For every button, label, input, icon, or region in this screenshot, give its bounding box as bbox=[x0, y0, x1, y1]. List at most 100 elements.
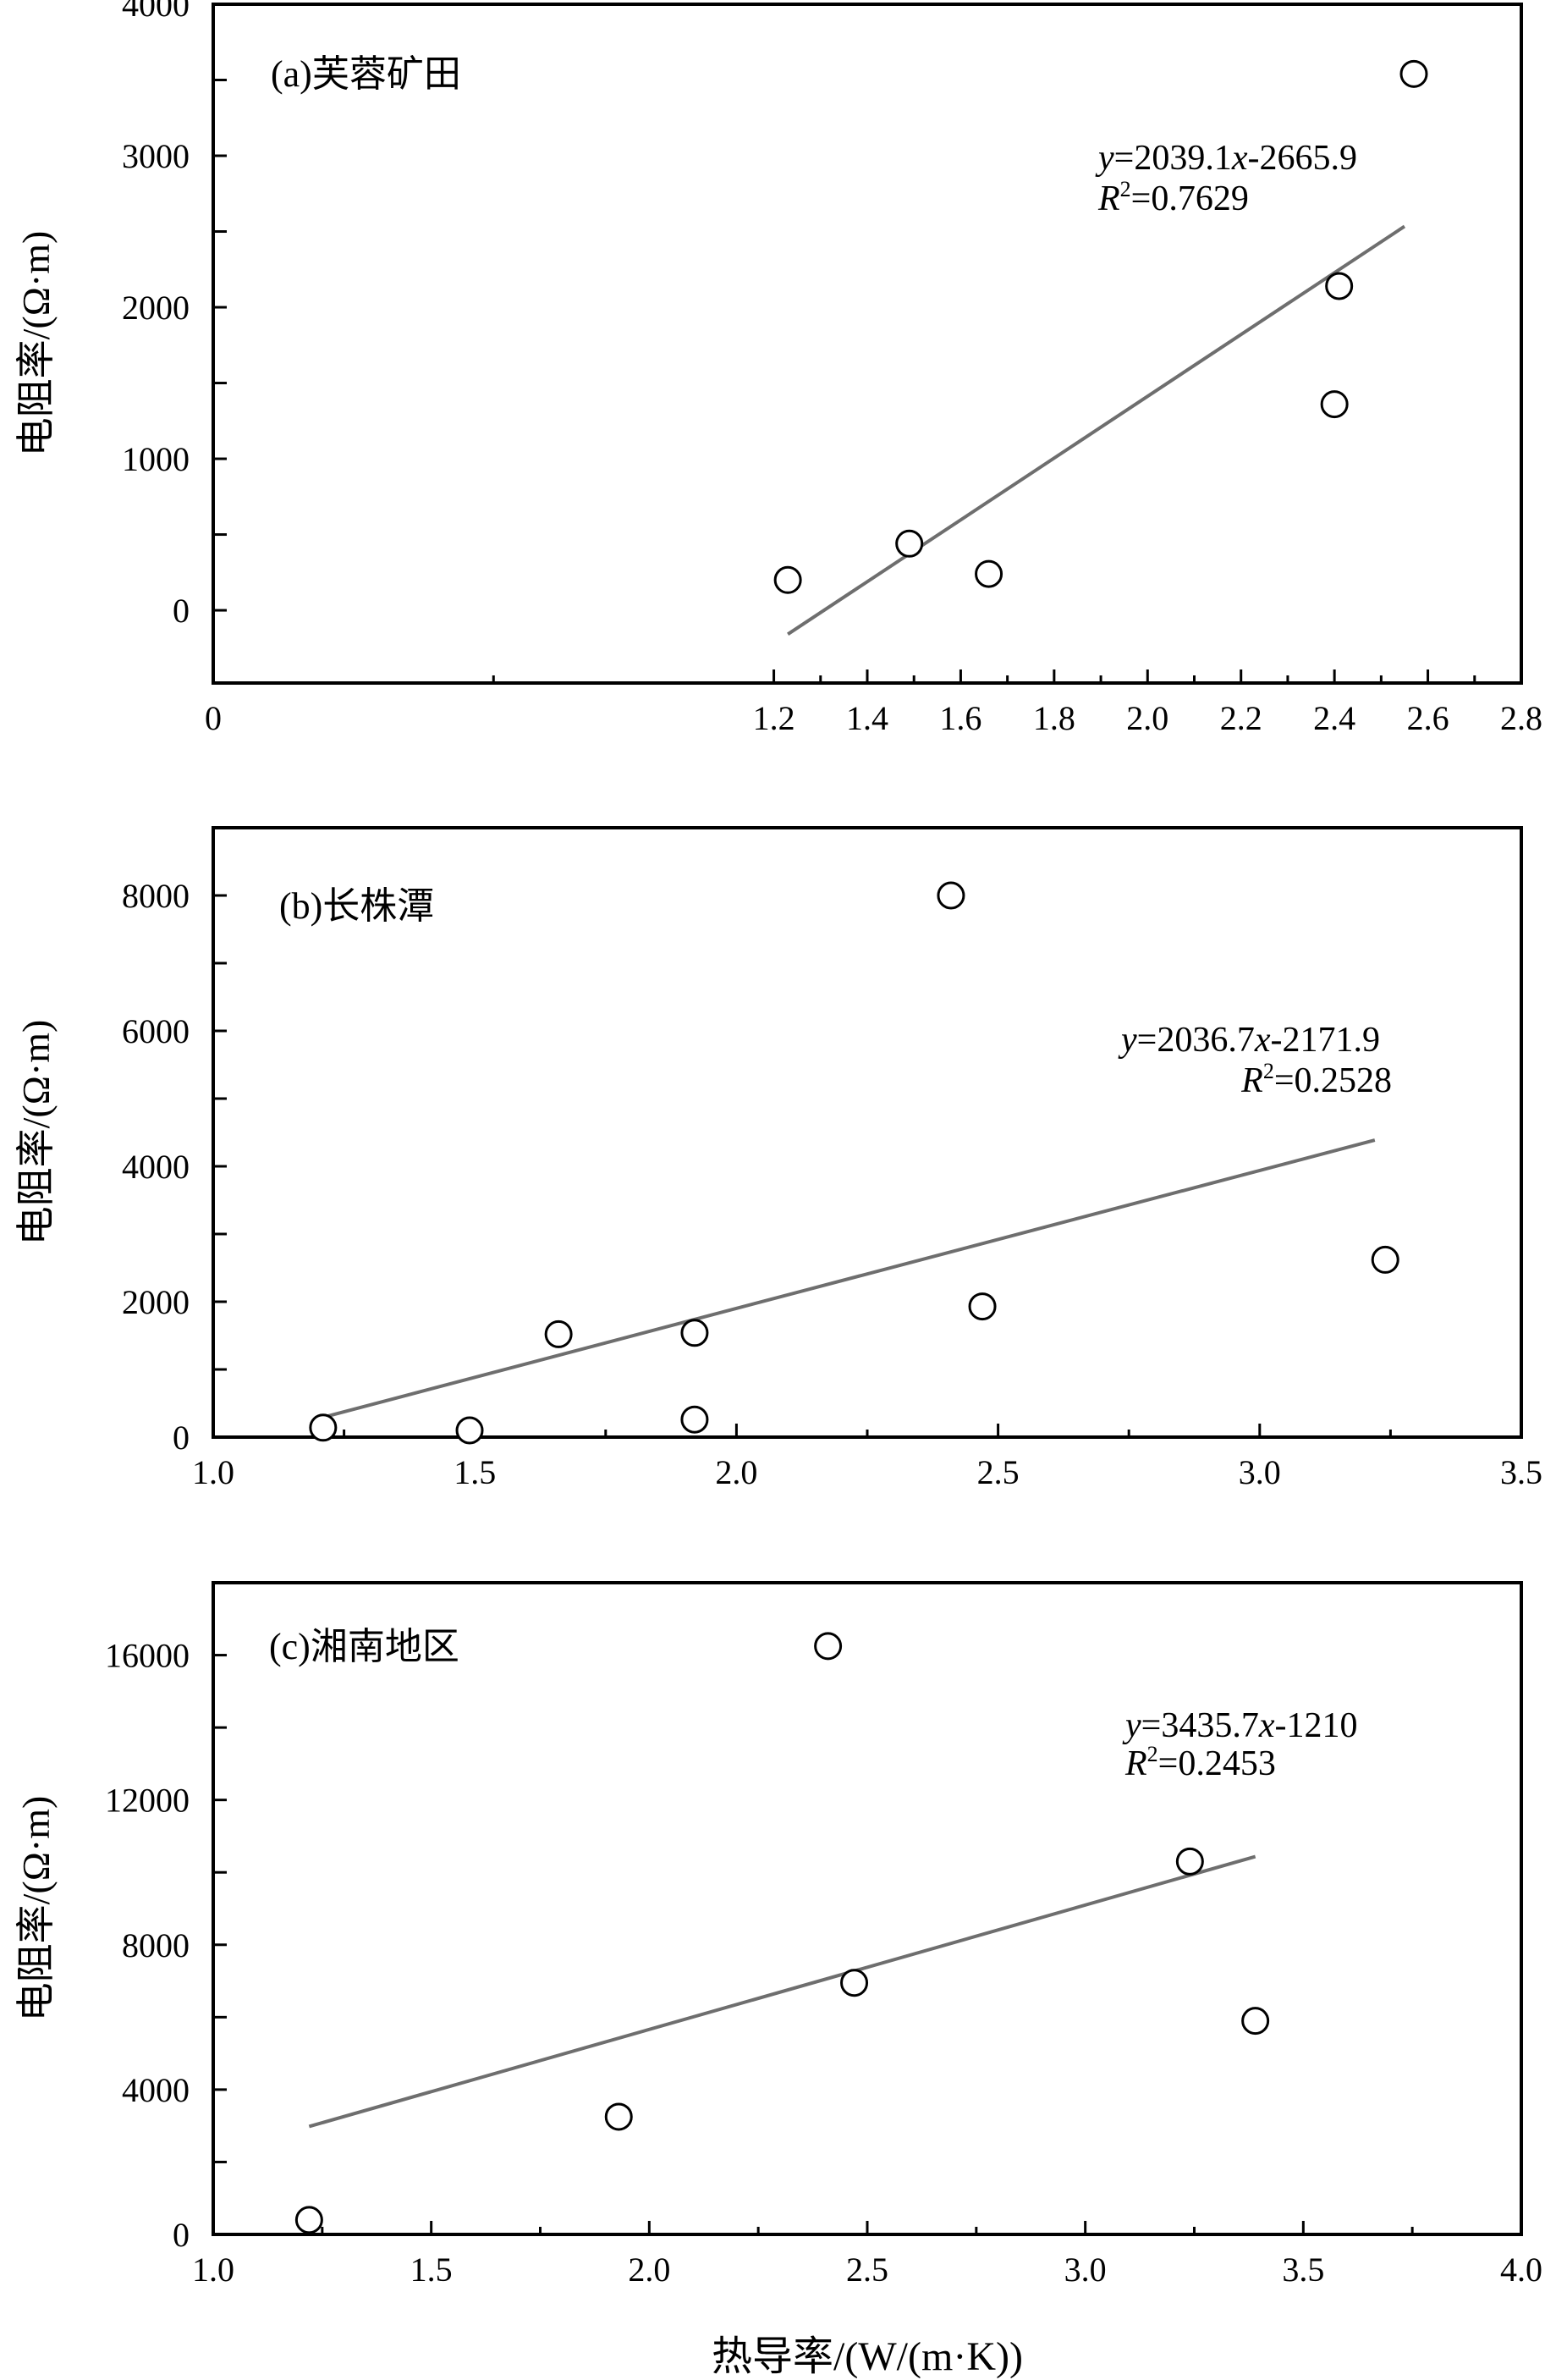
data-point bbox=[840, 1969, 869, 1997]
equation-part: x bbox=[1254, 1021, 1271, 1060]
x-tick-label: 3.0 bbox=[1064, 2251, 1107, 2289]
panel-title: (c)湘南地区 bbox=[269, 1626, 459, 1667]
data-point bbox=[1399, 59, 1428, 88]
data-point bbox=[1320, 390, 1349, 419]
y-tick-label: 12000 bbox=[105, 1782, 190, 1820]
x-tick-label: 1.8 bbox=[1033, 699, 1075, 737]
x-tick-label: 1.4 bbox=[846, 699, 888, 737]
panel-title: (a)芙蓉矿田 bbox=[271, 53, 461, 95]
panel-a: 0 1.2 1.4 1.6 1.8 2.0 2.2 2.4 2.6 2.8 0 1000 2000 300… bbox=[14, 0, 1542, 737]
data-point bbox=[773, 565, 802, 594]
y-axis-label: 电阻率/(Ω·m) bbox=[14, 231, 58, 457]
r-value: =0.7629 bbox=[1131, 179, 1249, 218]
x-tick-label: 1.5 bbox=[454, 1453, 496, 1491]
x-tick-label: 1.5 bbox=[410, 2251, 453, 2289]
r-superscript: 2 bbox=[1147, 1742, 1158, 1766]
x-tick-label: 2.8 bbox=[1500, 699, 1542, 737]
y-tick-label: 4000 bbox=[122, 0, 190, 24]
r-symbol: R bbox=[1240, 1061, 1263, 1100]
r-symbol: R bbox=[1124, 1744, 1147, 1783]
y-tick-label: 1000 bbox=[122, 440, 190, 478]
y-tick-label: 8000 bbox=[122, 877, 190, 915]
panel-title: (b)长株潭 bbox=[279, 885, 434, 927]
y-axis-label: 电阻率/(Ω·m) bbox=[14, 1796, 58, 2022]
equation-part: -2665.9 bbox=[1248, 139, 1358, 178]
equation-part: =3435.7 bbox=[1141, 1706, 1259, 1745]
r-value: =0.2453 bbox=[1158, 1744, 1276, 1783]
y-tick-label: 3000 bbox=[122, 137, 190, 175]
r-squared: R2=0.2528 bbox=[1240, 1059, 1392, 1100]
y-tick-label: 8000 bbox=[122, 1926, 190, 1964]
data-point bbox=[309, 1413, 338, 1442]
data-point bbox=[1371, 1245, 1399, 1274]
data-point bbox=[937, 881, 965, 910]
r-squared: R2=0.2453 bbox=[1124, 1742, 1276, 1783]
x-axis-label: 热导率/(W/(m·K)) bbox=[712, 2334, 1023, 2379]
trendline bbox=[322, 1138, 1376, 1419]
data-point bbox=[604, 2102, 633, 2131]
x-tick-label: 2.0 bbox=[1126, 699, 1168, 737]
x-tick-label: 3.5 bbox=[1500, 1453, 1542, 1491]
equation-part: y bbox=[1122, 1706, 1141, 1745]
x-tick-label: 3.5 bbox=[1282, 2251, 1324, 2289]
trendline bbox=[308, 1854, 1256, 2129]
y-tick-label: 4000 bbox=[122, 1148, 190, 1186]
x-tick-label: 1.0 bbox=[192, 2251, 234, 2289]
x-tick-label: 2.0 bbox=[628, 2251, 670, 2289]
trendline bbox=[787, 224, 1406, 636]
x-tick-label: 1.2 bbox=[753, 699, 795, 737]
y-axis-label: 电阻率/(Ω·m) bbox=[14, 1020, 58, 1246]
data-point bbox=[1175, 1847, 1204, 1876]
equation-part: =2036.7 bbox=[1137, 1021, 1255, 1060]
x-tick-label: 2.5 bbox=[846, 2251, 888, 2289]
x-tick-label: 2.5 bbox=[977, 1453, 1020, 1491]
data-point bbox=[1241, 2007, 1270, 2036]
x-tick-label: 0 bbox=[205, 699, 222, 737]
equation-part: y bbox=[1095, 139, 1114, 178]
r-superscript: 2 bbox=[1120, 177, 1131, 201]
y-tick-label: 2000 bbox=[122, 289, 190, 327]
r-symbol: R bbox=[1097, 179, 1120, 218]
y-tick-label: 16000 bbox=[105, 1637, 190, 1675]
data-point bbox=[968, 1292, 997, 1321]
r-value: =0.2528 bbox=[1274, 1061, 1392, 1100]
equation-part: x bbox=[1231, 139, 1248, 178]
r-superscript: 2 bbox=[1263, 1059, 1274, 1083]
panel-c: 1.0 1.5 2.0 2.5 3.0 3.5 4.0 0 4000 8000 12000 16000… bbox=[14, 1581, 1542, 2289]
equation-part: =2039.1 bbox=[1114, 139, 1232, 178]
equation-part: y bbox=[1118, 1021, 1137, 1060]
data-point bbox=[975, 559, 1003, 588]
equation-part: -1210 bbox=[1275, 1706, 1358, 1745]
y-tick-label: 0 bbox=[173, 1419, 190, 1457]
y-tick-label: 0 bbox=[173, 2216, 190, 2254]
equation-part: -2171.9 bbox=[1271, 1021, 1381, 1060]
y-tick-label: 6000 bbox=[122, 1012, 190, 1050]
y-tick-label: 0 bbox=[173, 592, 190, 630]
x-tick-label: 2.6 bbox=[1407, 699, 1449, 737]
x-tick-label: 2.2 bbox=[1220, 699, 1262, 737]
y-tick-label: 4000 bbox=[122, 2071, 190, 2109]
equation-part: x bbox=[1258, 1706, 1275, 1745]
regression-equation: y=3435.7x-1210 bbox=[1122, 1706, 1358, 1745]
r-squared: R2=0.7629 bbox=[1097, 177, 1249, 218]
regression-equation: y=2036.7x-2171.9 bbox=[1118, 1021, 1380, 1060]
x-tick-label: 1.6 bbox=[939, 699, 981, 737]
data-point bbox=[455, 1416, 484, 1445]
data-point bbox=[680, 1319, 709, 1347]
panel-b: 1.0 1.5 2.0 2.5 3.0 3.5 0 2000 4000 6000 8000 电阻率/(… bbox=[14, 826, 1542, 1491]
data-point bbox=[895, 529, 924, 558]
data-point bbox=[294, 2206, 323, 2234]
plot-frame bbox=[212, 1581, 1523, 2236]
x-tick-label: 4.0 bbox=[1500, 2251, 1542, 2289]
x-tick-label: 2.0 bbox=[715, 1453, 757, 1491]
data-point bbox=[544, 1319, 573, 1348]
x-tick-label: 2.4 bbox=[1313, 699, 1355, 737]
data-point bbox=[814, 1632, 843, 1661]
regression-equation: y=2039.1x-2665.9 bbox=[1095, 139, 1357, 178]
x-tick-label: 3.0 bbox=[1239, 1453, 1281, 1491]
y-tick-label: 2000 bbox=[122, 1283, 190, 1321]
x-tick-label: 1.0 bbox=[192, 1453, 234, 1491]
data-point bbox=[1325, 272, 1354, 300]
data-point bbox=[680, 1405, 709, 1434]
